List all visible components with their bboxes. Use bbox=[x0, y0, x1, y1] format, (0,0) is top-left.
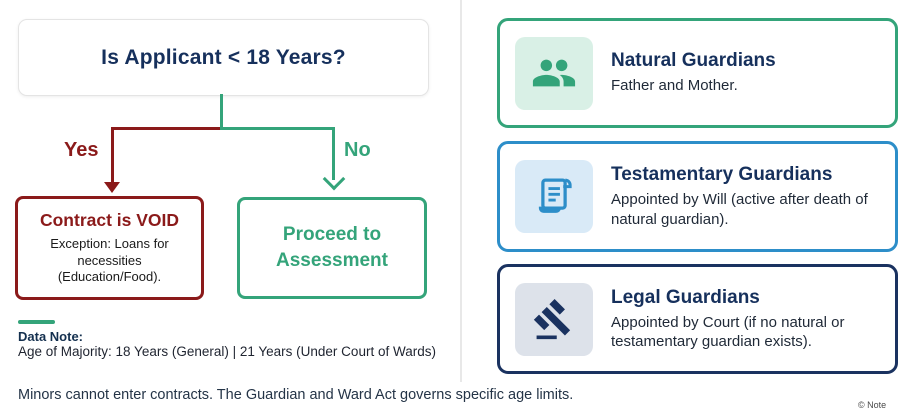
card-legal-guardians: Legal Guardians Appointed by Court (if n… bbox=[497, 264, 898, 374]
branch-label-yes: Yes bbox=[64, 139, 99, 161]
card-subtitle: Father and Mother. bbox=[611, 77, 738, 95]
testamentary-guardians-text: Testamentary Guardians Appointed by Will… bbox=[611, 164, 883, 228]
copyright-watermark: © Note bbox=[858, 400, 887, 410]
data-note-text: Age of Majority: 18 Years (General) | 21… bbox=[18, 344, 436, 359]
arrowhead-down-red-icon bbox=[104, 182, 120, 193]
card-testamentary-guardians: Testamentary Guardians Appointed by Will… bbox=[497, 141, 898, 252]
testamentary-guardians-icon-tile bbox=[515, 160, 593, 233]
section-divider bbox=[460, 0, 462, 382]
connector-horizontal-no bbox=[220, 127, 335, 130]
connector-vertical-no bbox=[332, 127, 335, 180]
card-subtitle: Appointed by Will (active after death of… bbox=[611, 191, 868, 228]
data-note-heading: Data Note: bbox=[18, 329, 84, 344]
contract-void-box: Contract is VOID Exception: Loans for ne… bbox=[15, 196, 204, 300]
question-text: Is Applicant < 18 Years? bbox=[101, 45, 346, 69]
contract-void-title: Contract is VOID bbox=[39, 209, 180, 230]
legal-guardians-icon-tile bbox=[515, 282, 593, 356]
natural-guardians-icon-tile bbox=[515, 36, 593, 110]
natural-guardians-text: Natural Guardians Father and Mother. bbox=[611, 50, 776, 95]
contract-void-subtitle: Exception: Loans for necessities (Educat… bbox=[50, 235, 169, 285]
scroll-icon bbox=[538, 178, 572, 213]
proceed-assessment-title: Proceed to Assessment bbox=[276, 224, 388, 271]
footer-caption: Minors cannot enter contracts. The Guard… bbox=[18, 387, 574, 403]
card-subtitle: Appointed by Court (if no natural or tes… bbox=[611, 313, 845, 350]
connector-vertical-top bbox=[220, 94, 223, 130]
card-title: Legal Guardians bbox=[611, 286, 760, 308]
proceed-assessment-box: Proceed to Assessment bbox=[237, 197, 427, 299]
connector-vertical-yes bbox=[111, 127, 114, 183]
card-natural-guardians: Natural Guardians Father and Mother. bbox=[497, 18, 898, 128]
connector-horizontal-yes bbox=[111, 127, 223, 130]
data-note-accent-bar bbox=[18, 320, 55, 324]
card-title: Testamentary Guardians bbox=[611, 164, 833, 186]
gavel-icon bbox=[533, 299, 571, 340]
card-title: Natural Guardians bbox=[611, 50, 776, 72]
branch-label-no: No bbox=[344, 139, 371, 161]
people-group-icon bbox=[532, 59, 576, 87]
question-box: Is Applicant < 18 Years? bbox=[18, 19, 429, 96]
legal-guardians-text: Legal Guardians Appointed by Court (if n… bbox=[611, 287, 883, 351]
arrowhead-down-green-icon bbox=[322, 167, 346, 191]
